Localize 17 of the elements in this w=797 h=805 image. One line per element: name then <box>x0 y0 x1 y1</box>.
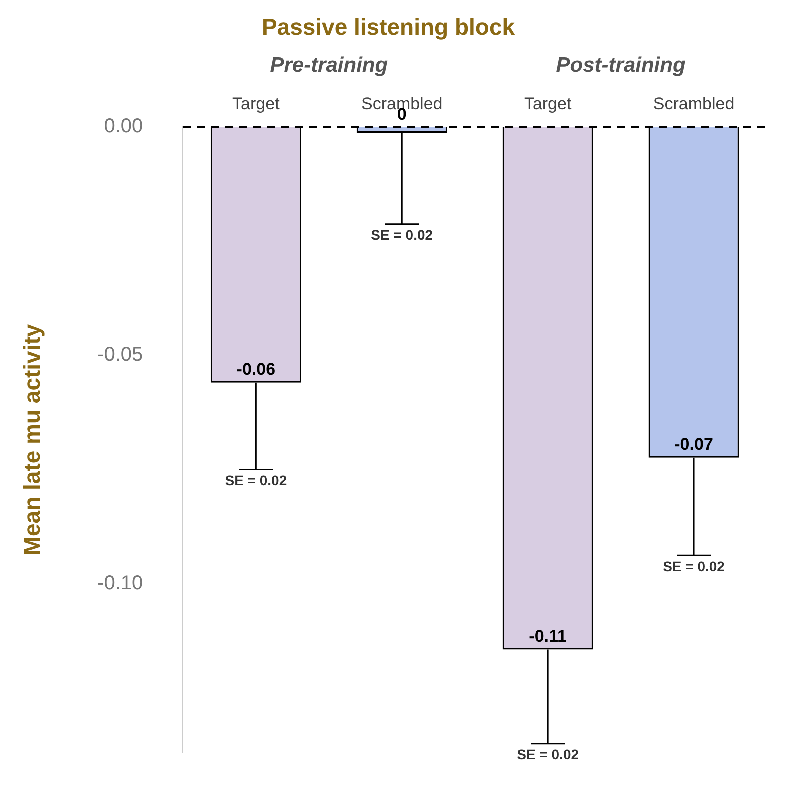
chart-title: Passive listening block <box>262 14 516 40</box>
data-label: -0.06 <box>236 360 276 380</box>
data-label: -0.11 <box>529 626 567 646</box>
y-tick-label: 0.00 <box>104 116 144 138</box>
annotation: SE = 0.02 <box>371 227 434 244</box>
x-tick-label: Target <box>232 94 280 114</box>
annotation: SE = 0.02 <box>517 746 580 763</box>
text: Pre-training <box>270 54 388 77</box>
text: Post-training <box>556 54 686 77</box>
x-tick-label: Target <box>524 94 572 114</box>
data-label: -0.07 <box>674 435 714 454</box>
y-tick-label: -0.05 <box>98 344 144 366</box>
y-tick-label: -0.10 <box>98 572 144 594</box>
x-tick-label: Scrambled <box>653 94 735 114</box>
y-axis-title: Mean late mu activity <box>19 324 46 556</box>
annotation: SE = 0.02 <box>225 472 288 489</box>
annotation: SE = 0.02 <box>663 558 726 574</box>
